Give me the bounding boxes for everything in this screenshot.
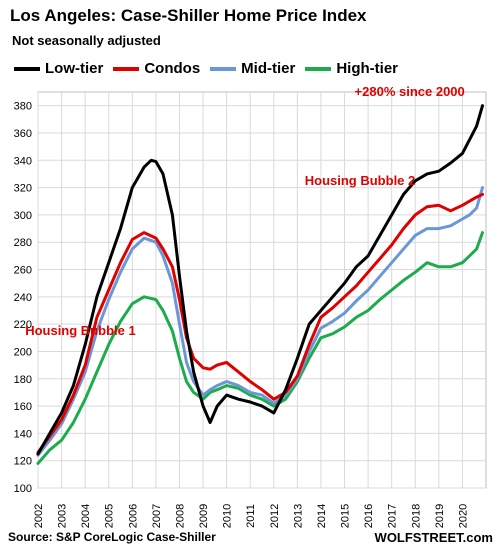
- y-tick-label: 100: [14, 483, 32, 495]
- x-tick-label: 2002: [33, 504, 45, 528]
- x-tick-label: 2019: [434, 504, 446, 528]
- legend-item-low-tier: Low-tier: [14, 60, 103, 77]
- legend-label-condos: Condos: [144, 60, 201, 77]
- x-tick-label: 2008: [174, 504, 186, 528]
- legend-swatch-mid-tier: [210, 66, 237, 71]
- x-tick-label: 2018: [410, 504, 422, 528]
- chart-title: Los Angeles: Case-Shiller Home Price Ind…: [10, 6, 367, 25]
- annotation-since-2000: +280% since 2000: [355, 84, 465, 99]
- series-line-condos: [36, 192, 484, 454]
- y-tick-label: 300: [14, 210, 32, 222]
- x-tick-label: 2007: [151, 504, 163, 528]
- series-line-high-tier: [36, 231, 484, 465]
- x-tick-label: 2009: [198, 504, 210, 528]
- x-tick-label: 2013: [292, 504, 304, 528]
- x-tick-label: 2016: [363, 504, 375, 528]
- y-tick-label: 140: [14, 428, 32, 440]
- x-tick-label: 2004: [80, 504, 92, 528]
- x-tick-label: 2017: [387, 504, 399, 528]
- y-tick-label: 180: [14, 374, 32, 386]
- chart-subtitle: Not seasonally adjusted: [12, 33, 161, 48]
- x-tick-label: 2005: [104, 504, 116, 528]
- y-tick-label: 320: [14, 183, 32, 195]
- annotation-housing-bubble-1: Housing Bubble 1: [25, 323, 136, 338]
- y-tick-label: 260: [14, 265, 32, 277]
- legend-swatch-low-tier: [14, 66, 40, 71]
- series-line-mid-tier: [36, 186, 484, 457]
- legend-item-high-tier: High-tier: [305, 60, 398, 77]
- series-line-low-tier: [36, 104, 484, 456]
- y-tick-label: 160: [14, 401, 32, 413]
- y-tick-label: 340: [14, 155, 32, 167]
- y-tick-label: 380: [14, 101, 32, 113]
- y-tick-label: 120: [14, 456, 32, 468]
- x-tick-label: 2003: [57, 504, 69, 528]
- legend-swatch-high-tier: [305, 66, 332, 71]
- legend-label-mid-tier: Mid-tier: [241, 60, 296, 77]
- legend-swatch-condos: [113, 66, 140, 71]
- y-tick-label: 200: [14, 346, 32, 358]
- x-tick-label: 2010: [222, 504, 234, 528]
- legend-label-high-tier: High-tier: [336, 60, 399, 77]
- y-tick-label: 360: [14, 128, 32, 140]
- legend-item-condos: Condos: [113, 60, 200, 77]
- x-tick-label: 2012: [269, 504, 281, 528]
- x-tick-label: 2006: [127, 504, 139, 528]
- x-tick-label: 2020: [457, 504, 469, 528]
- legend-label-low-tier: Low-tier: [45, 60, 104, 77]
- y-tick-label: 220: [14, 319, 32, 331]
- legend: Low-tier Condos Mid-tier High-tier: [14, 60, 398, 77]
- legend-item-mid-tier: Mid-tier: [210, 60, 295, 77]
- brand-logo-text: WOLFSTREET.com: [374, 530, 493, 545]
- y-tick-label: 280: [14, 237, 32, 249]
- source-note: Source: S&P CoreLogic Case-Shiller: [8, 530, 216, 544]
- x-tick-label: 2011: [245, 504, 257, 528]
- plot-area: [37, 91, 487, 489]
- annotation-housing-bubble-2: Housing Bubble 2: [305, 173, 416, 188]
- x-tick-label: 2015: [340, 504, 352, 528]
- x-tick-label: 2014: [316, 504, 328, 528]
- y-tick-label: 240: [14, 292, 32, 304]
